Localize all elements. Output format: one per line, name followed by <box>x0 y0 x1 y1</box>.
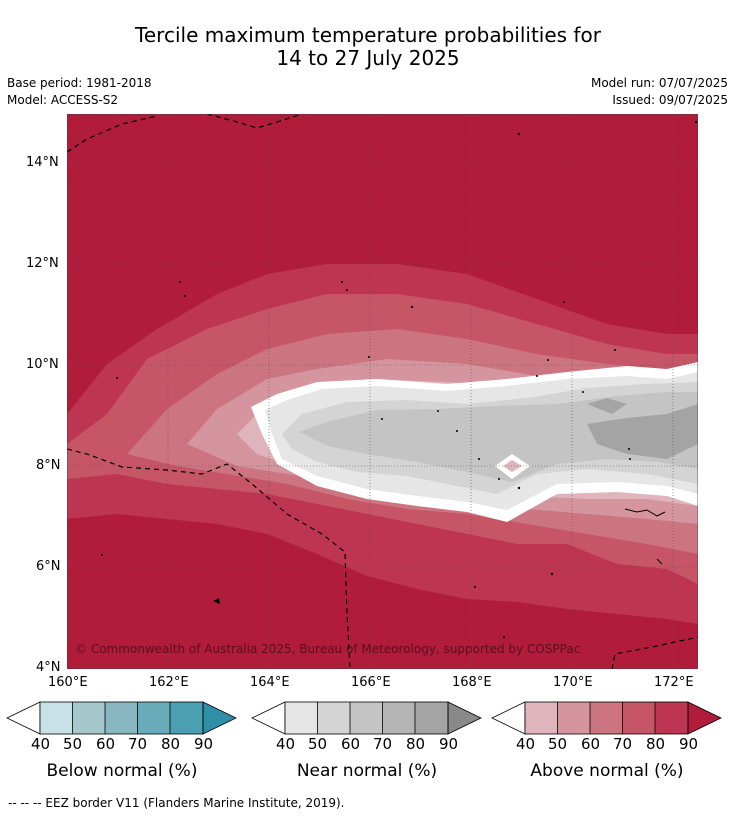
colorbar-near-normal-swatch-40 <box>285 702 318 734</box>
lat-tick-12n: 12°N <box>26 256 59 271</box>
colorbar-near-normal-high-arrow <box>447 701 482 735</box>
colorbar-near-normal-swatch-60 <box>350 702 383 734</box>
colorbar-above-normal <box>491 701 722 735</box>
lon-tick-166e: 166°E <box>351 675 391 690</box>
colorbar-above-normal-swatch-40 <box>525 702 558 734</box>
map-title-line-1: Tercile maximum temperature probabilitie… <box>135 23 601 47</box>
near-normal-60 <box>299 392 698 482</box>
colorbar-near-normal-label-80: 80 <box>406 735 426 753</box>
colorbar-below-normal-label-80: 80 <box>161 735 181 753</box>
colorbar-near-normal-label-60: 60 <box>341 735 361 753</box>
colorbar-above-normal-swatch-70 <box>622 702 655 734</box>
probability-map: © Commonwealth of Australia 2025, Bureau… <box>67 114 698 669</box>
colorbar-near-normal-label-40: 40 <box>276 735 296 753</box>
colorbar-above-normal-swatch-80 <box>655 702 688 734</box>
lat-tick-8n: 8°N <box>36 458 61 473</box>
colorbar-near-normal-label-50: 50 <box>308 735 328 753</box>
colorbar-near-normal-label-90: 90 <box>439 735 459 753</box>
colorbar-near-normal-swatch-80 <box>415 702 448 734</box>
lon-tick-170e: 170°E <box>553 675 593 690</box>
lat-tick-4n: 4°N <box>36 660 61 675</box>
colorbar-near-normal-swatch-50 <box>317 702 350 734</box>
near-normal-70 <box>587 398 698 459</box>
colorbar-below-normal-swatch-70 <box>137 702 170 734</box>
colorbar-below-normal <box>6 701 237 735</box>
colorbar-above-normal-swatch-60 <box>590 702 623 734</box>
colorbar-near-normal-low-arrow <box>251 701 286 735</box>
copyright-notice: © Commonwealth of Australia 2025, Bureau… <box>75 642 580 656</box>
colorbar-below-normal-label-50: 50 <box>63 735 83 753</box>
colorbar-near-normal-title: Near normal (%) <box>296 761 438 781</box>
lon-tick-160e: 160°E <box>48 675 88 690</box>
lat-tick-6n: 6°N <box>36 559 61 574</box>
colorbar-below-normal-swatch-50 <box>72 702 105 734</box>
colorbar-near-normal-label-70: 70 <box>373 735 393 753</box>
colorbar-above-normal-label-90: 90 <box>679 735 699 753</box>
colorbar-above-normal-title: Above normal (%) <box>530 761 684 781</box>
colorbar-below-normal-title: Below normal (%) <box>46 761 198 781</box>
eez-border-legend: -- -- -- EEZ border V11 (Flanders Marine… <box>8 796 345 810</box>
map-title-line-2: 14 to 27 July 2025 <box>276 46 460 70</box>
colorbar-above-normal-label-70: 70 <box>613 735 633 753</box>
colorbar-below-normal-low-arrow <box>6 701 41 735</box>
lat-tick-10n: 10°N <box>26 357 59 372</box>
lon-tick-172e: 172°E <box>654 675 694 690</box>
colorbar-above-normal-label-40: 40 <box>516 735 536 753</box>
colorbar-above-normal-swatch-50 <box>557 702 590 734</box>
colorbar-near-normal-swatch-70 <box>382 702 415 734</box>
colorbar-above-normal-label-60: 60 <box>581 735 601 753</box>
lat-tick-14n: 14°N <box>26 155 59 170</box>
lon-tick-164e: 164°E <box>250 675 290 690</box>
lon-tick-168e: 168°E <box>452 675 492 690</box>
graticule <box>67 114 698 669</box>
colorbar-below-normal-swatch-40 <box>40 702 73 734</box>
colorbar-below-normal-high-arrow <box>202 701 237 735</box>
colorbar-above-normal-label-50: 50 <box>548 735 568 753</box>
lon-tick-162e: 162°E <box>149 675 189 690</box>
islands <box>101 120 698 638</box>
colorbar-above-normal-high-arrow <box>687 701 722 735</box>
colorbar-below-normal-label-70: 70 <box>128 735 148 753</box>
colorbar-near-normal <box>251 701 482 735</box>
model-label: Model: ACCESS-S2 <box>7 93 119 107</box>
eez-borders <box>67 114 698 669</box>
issued-label: Issued: 09/07/2025 <box>612 93 728 107</box>
colorbar-below-normal-swatch-80 <box>170 702 203 734</box>
near-normal-pocket-inner <box>503 460 522 472</box>
colorbar-above-normal-label-80: 80 <box>646 735 666 753</box>
base-period-label: Base period: 1981-2018 <box>7 76 152 90</box>
colorbar-below-normal-label-40: 40 <box>31 735 51 753</box>
colorbar-below-normal-label-90: 90 <box>194 735 214 753</box>
colorbar-below-normal-label-60: 60 <box>96 735 116 753</box>
model-run-label: Model run: 07/07/2025 <box>590 76 728 90</box>
colorbar-above-normal-low-arrow <box>491 701 526 735</box>
colorbar-below-normal-swatch-60 <box>105 702 138 734</box>
